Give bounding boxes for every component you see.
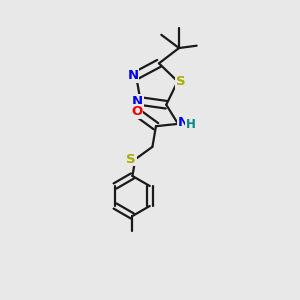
Text: N: N: [128, 69, 139, 82]
Text: S: S: [176, 75, 185, 88]
Text: O: O: [131, 105, 142, 118]
Text: S: S: [126, 153, 136, 166]
Text: N: N: [178, 116, 189, 129]
Text: N: N: [132, 94, 143, 108]
Text: H: H: [186, 118, 196, 131]
